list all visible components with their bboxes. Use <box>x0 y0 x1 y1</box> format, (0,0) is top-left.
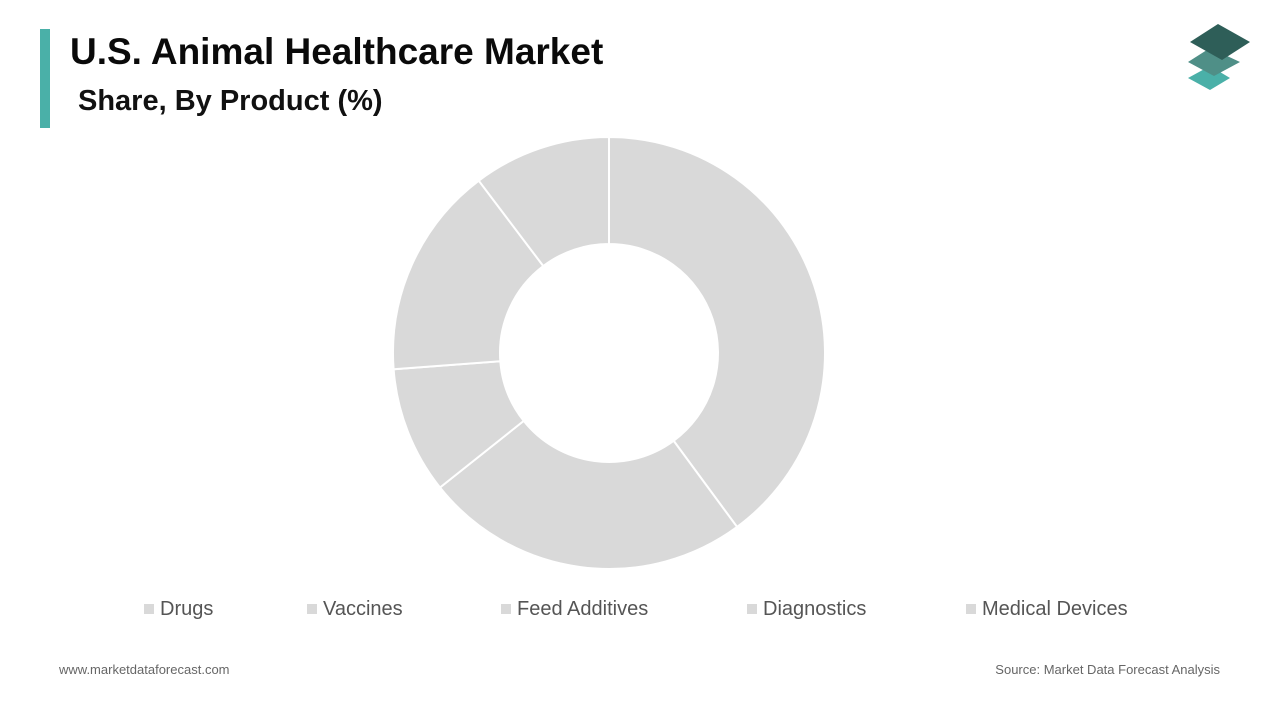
donut-slice-medical-devices <box>477 135 610 268</box>
source-note: Source: Market Data Forecast Analysis <box>995 662 1220 677</box>
legend-swatch <box>966 604 976 614</box>
legend-item-diagnostics: Diagnostics <box>747 596 866 622</box>
website-url: www.marketdataforecast.com <box>59 662 230 677</box>
legend-label: Drugs <box>160 597 214 620</box>
logo-layer-top <box>1190 24 1250 60</box>
legend-label: Feed Additives <box>517 597 649 620</box>
legend-item-vaccines: Vaccines <box>307 596 403 622</box>
chart-legend: Drugs Vaccines Feed Additives Diagnostics Me… <box>0 596 1280 622</box>
chart-subtitle: Share, By Product (%) <box>78 85 383 117</box>
legend-label: Vaccines <box>323 597 403 620</box>
stacked-layers-logo-icon <box>1188 24 1250 90</box>
legend-item-medical-devices: Medical Devices <box>966 596 1128 622</box>
legend-label: Diagnostics <box>763 597 867 620</box>
donut-slice-vaccines <box>438 419 739 570</box>
donut-slice-diagnostics <box>392 179 545 371</box>
legend-item-drugs: Drugs <box>144 596 213 622</box>
legend-swatch <box>501 604 511 614</box>
legend-swatch <box>747 604 757 614</box>
legend-swatch <box>307 604 317 614</box>
donut-slice-drugs <box>608 135 826 529</box>
legend-item-feed-additives: Feed Additives <box>501 596 648 622</box>
legend-swatch <box>144 604 154 614</box>
chart-title: U.S. Animal Healthcare Market <box>70 31 604 72</box>
logo-layer-middle <box>1188 48 1240 76</box>
title-accent-bar <box>40 29 50 128</box>
legend-label: Medical Devices <box>982 597 1128 620</box>
